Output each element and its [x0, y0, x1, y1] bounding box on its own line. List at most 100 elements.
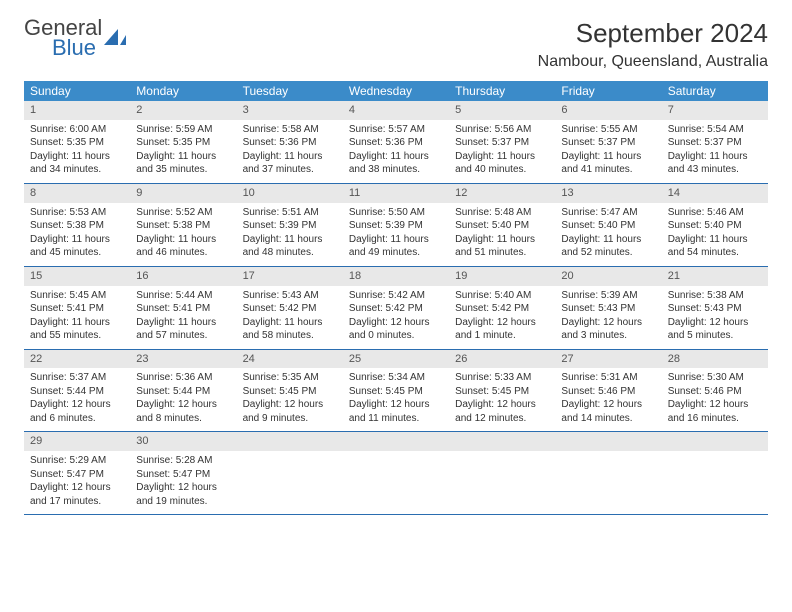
sunset-line: Sunset: 5:45 PM [243, 385, 337, 399]
daylight-line: Daylight: 12 hours and 3 minutes. [561, 316, 655, 343]
day-body: Sunrise: 5:56 AMSunset: 5:37 PMDaylight:… [449, 120, 555, 183]
day-number: 10 [237, 184, 343, 203]
day-number: 11 [343, 184, 449, 203]
daylight-line: Daylight: 11 hours and 48 minutes. [243, 233, 337, 260]
week-row: 8Sunrise: 5:53 AMSunset: 5:38 PMDaylight… [24, 184, 768, 267]
day-body: Sunrise: 6:00 AMSunset: 5:35 PMDaylight:… [24, 120, 130, 183]
daylight-line: Daylight: 12 hours and 6 minutes. [30, 398, 124, 425]
weekday-header: Friday [555, 81, 661, 101]
sunrise-line: Sunrise: 5:58 AM [243, 123, 337, 137]
daylight-line: Daylight: 12 hours and 11 minutes. [349, 398, 443, 425]
day-body: Sunrise: 5:57 AMSunset: 5:36 PMDaylight:… [343, 120, 449, 183]
day-number: 17 [237, 267, 343, 286]
sunrise-line: Sunrise: 6:00 AM [30, 123, 124, 137]
sunset-line: Sunset: 5:43 PM [561, 302, 655, 316]
logo-word-2: Blue [52, 35, 96, 60]
sunset-line: Sunset: 5:35 PM [30, 136, 124, 150]
day-body: Sunrise: 5:35 AMSunset: 5:45 PMDaylight:… [237, 368, 343, 431]
day-number: 26 [449, 350, 555, 369]
sunrise-line: Sunrise: 5:35 AM [243, 371, 337, 385]
day-cell [343, 432, 449, 514]
sunrise-line: Sunrise: 5:34 AM [349, 371, 443, 385]
day-cell: 15Sunrise: 5:45 AMSunset: 5:41 PMDayligh… [24, 267, 130, 349]
day-cell: 30Sunrise: 5:28 AMSunset: 5:47 PMDayligh… [130, 432, 236, 514]
day-number: 9 [130, 184, 236, 203]
daylight-line: Daylight: 11 hours and 49 minutes. [349, 233, 443, 260]
sunrise-line: Sunrise: 5:38 AM [668, 289, 762, 303]
day-cell: 11Sunrise: 5:50 AMSunset: 5:39 PMDayligh… [343, 184, 449, 266]
sunset-line: Sunset: 5:43 PM [668, 302, 762, 316]
day-number [662, 432, 768, 451]
sunset-line: Sunset: 5:42 PM [455, 302, 549, 316]
sunrise-line: Sunrise: 5:28 AM [136, 454, 230, 468]
day-body: Sunrise: 5:51 AMSunset: 5:39 PMDaylight:… [237, 203, 343, 266]
day-cell: 14Sunrise: 5:46 AMSunset: 5:40 PMDayligh… [662, 184, 768, 266]
daylight-line: Daylight: 11 hours and 58 minutes. [243, 316, 337, 343]
day-cell: 16Sunrise: 5:44 AMSunset: 5:41 PMDayligh… [130, 267, 236, 349]
sunset-line: Sunset: 5:47 PM [30, 468, 124, 482]
sunset-line: Sunset: 5:36 PM [349, 136, 443, 150]
day-body: Sunrise: 5:28 AMSunset: 5:47 PMDaylight:… [130, 451, 236, 514]
sunrise-line: Sunrise: 5:59 AM [136, 123, 230, 137]
day-cell: 4Sunrise: 5:57 AMSunset: 5:36 PMDaylight… [343, 101, 449, 183]
daylight-line: Daylight: 11 hours and 35 minutes. [136, 150, 230, 177]
sunset-line: Sunset: 5:38 PM [136, 219, 230, 233]
week-row: 29Sunrise: 5:29 AMSunset: 5:47 PMDayligh… [24, 432, 768, 515]
day-body: Sunrise: 5:47 AMSunset: 5:40 PMDaylight:… [555, 203, 661, 266]
day-cell: 2Sunrise: 5:59 AMSunset: 5:35 PMDaylight… [130, 101, 236, 183]
day-number: 24 [237, 350, 343, 369]
sunset-line: Sunset: 5:41 PM [136, 302, 230, 316]
day-cell: 25Sunrise: 5:34 AMSunset: 5:45 PMDayligh… [343, 350, 449, 432]
day-body: Sunrise: 5:43 AMSunset: 5:42 PMDaylight:… [237, 286, 343, 349]
day-number [555, 432, 661, 451]
day-number: 22 [24, 350, 130, 369]
week-row: 22Sunrise: 5:37 AMSunset: 5:44 PMDayligh… [24, 350, 768, 433]
daylight-line: Daylight: 12 hours and 8 minutes. [136, 398, 230, 425]
sunrise-line: Sunrise: 5:53 AM [30, 206, 124, 220]
sunrise-line: Sunrise: 5:45 AM [30, 289, 124, 303]
day-cell: 13Sunrise: 5:47 AMSunset: 5:40 PMDayligh… [555, 184, 661, 266]
header: General Blue September 2024 Nambour, Que… [24, 18, 768, 71]
sunrise-line: Sunrise: 5:52 AM [136, 206, 230, 220]
sunset-line: Sunset: 5:37 PM [561, 136, 655, 150]
daylight-line: Daylight: 12 hours and 1 minute. [455, 316, 549, 343]
day-body: Sunrise: 5:31 AMSunset: 5:46 PMDaylight:… [555, 368, 661, 431]
sunset-line: Sunset: 5:40 PM [455, 219, 549, 233]
day-body: Sunrise: 5:45 AMSunset: 5:41 PMDaylight:… [24, 286, 130, 349]
daylight-line: Daylight: 11 hours and 43 minutes. [668, 150, 762, 177]
daylight-line: Daylight: 11 hours and 45 minutes. [30, 233, 124, 260]
weekday-header-row: SundayMondayTuesdayWednesdayThursdayFrid… [24, 81, 768, 101]
day-body: Sunrise: 5:29 AMSunset: 5:47 PMDaylight:… [24, 451, 130, 514]
day-body: Sunrise: 5:46 AMSunset: 5:40 PMDaylight:… [662, 203, 768, 266]
sunrise-line: Sunrise: 5:42 AM [349, 289, 443, 303]
sunset-line: Sunset: 5:41 PM [30, 302, 124, 316]
daylight-line: Daylight: 12 hours and 17 minutes. [30, 481, 124, 508]
day-number: 12 [449, 184, 555, 203]
week-row: 1Sunrise: 6:00 AMSunset: 5:35 PMDaylight… [24, 101, 768, 184]
day-cell [555, 432, 661, 514]
week-row: 15Sunrise: 5:45 AMSunset: 5:41 PMDayligh… [24, 267, 768, 350]
day-cell: 19Sunrise: 5:40 AMSunset: 5:42 PMDayligh… [449, 267, 555, 349]
weekday-header: Sunday [24, 81, 130, 101]
sunset-line: Sunset: 5:39 PM [349, 219, 443, 233]
day-cell [237, 432, 343, 514]
day-number: 19 [449, 267, 555, 286]
day-cell: 22Sunrise: 5:37 AMSunset: 5:44 PMDayligh… [24, 350, 130, 432]
sunrise-line: Sunrise: 5:30 AM [668, 371, 762, 385]
day-number: 4 [343, 101, 449, 120]
day-body: Sunrise: 5:44 AMSunset: 5:41 PMDaylight:… [130, 286, 236, 349]
sunrise-line: Sunrise: 5:51 AM [243, 206, 337, 220]
day-number: 16 [130, 267, 236, 286]
day-cell [662, 432, 768, 514]
day-body: Sunrise: 5:39 AMSunset: 5:43 PMDaylight:… [555, 286, 661, 349]
weekday-header: Saturday [662, 81, 768, 101]
day-body: Sunrise: 5:34 AMSunset: 5:45 PMDaylight:… [343, 368, 449, 431]
daylight-line: Daylight: 12 hours and 14 minutes. [561, 398, 655, 425]
weekday-header: Thursday [449, 81, 555, 101]
daylight-line: Daylight: 11 hours and 41 minutes. [561, 150, 655, 177]
daylight-line: Daylight: 11 hours and 38 minutes. [349, 150, 443, 177]
day-cell: 20Sunrise: 5:39 AMSunset: 5:43 PMDayligh… [555, 267, 661, 349]
day-number [237, 432, 343, 451]
sunset-line: Sunset: 5:46 PM [561, 385, 655, 399]
day-body: Sunrise: 5:33 AMSunset: 5:45 PMDaylight:… [449, 368, 555, 431]
